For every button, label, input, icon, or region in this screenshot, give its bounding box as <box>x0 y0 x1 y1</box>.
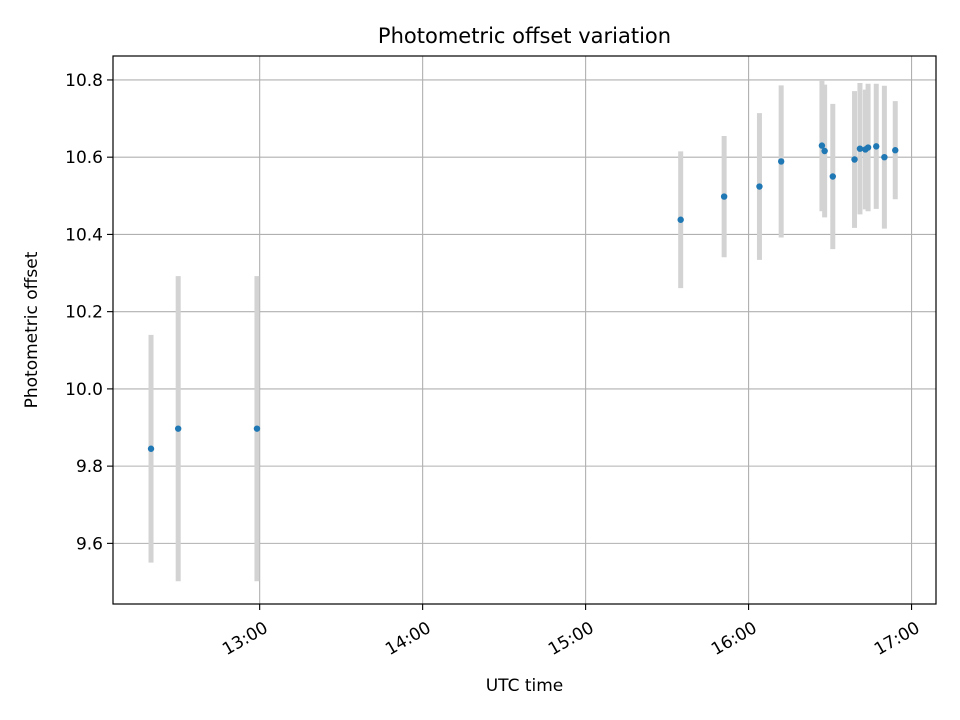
ticks: 13:00 14:00 15:00 16:00 17:00 9.6 9.8 10.0 10.2 1… <box>65 71 923 660</box>
x-tick-label: 17:00 <box>871 618 923 660</box>
y-tick-label: 9.8 <box>76 457 103 477</box>
x-tick-label: 14:00 <box>382 618 434 660</box>
data-point <box>829 173 836 180</box>
x-tick-label: 15:00 <box>545 618 597 660</box>
data-point <box>864 144 872 151</box>
data-point <box>851 156 858 163</box>
y-tick-label: 10.2 <box>65 303 103 323</box>
y-tick-label: 9.6 <box>76 534 103 554</box>
data-point <box>720 193 728 200</box>
data-point <box>856 145 864 152</box>
chart-title: Photometric offset variation <box>378 24 671 48</box>
y-tick-label: 10.8 <box>65 71 103 91</box>
data-point <box>253 425 261 432</box>
grid <box>113 56 936 604</box>
x-tick-label: 16:00 <box>708 618 760 660</box>
data-point <box>892 147 899 154</box>
data-point <box>881 153 888 161</box>
y-tick-label: 10.0 <box>65 380 103 400</box>
x-tick-label: 13:00 <box>219 618 271 660</box>
y-tick-label: 10.6 <box>65 148 103 168</box>
error-bars <box>148 79 898 582</box>
plot-frame <box>112 55 937 605</box>
x-axis-label: UTC time <box>486 676 564 696</box>
data-point <box>677 216 684 223</box>
data-point <box>147 445 155 452</box>
data-point <box>174 425 182 432</box>
data-points <box>147 142 899 452</box>
data-point <box>756 183 763 190</box>
data-point <box>873 143 880 150</box>
data-point <box>818 142 826 149</box>
data-point <box>777 158 785 165</box>
y-axis-label: Photometric offset <box>22 251 42 408</box>
data-point <box>821 147 828 155</box>
y-tick-label: 10.4 <box>65 225 103 245</box>
